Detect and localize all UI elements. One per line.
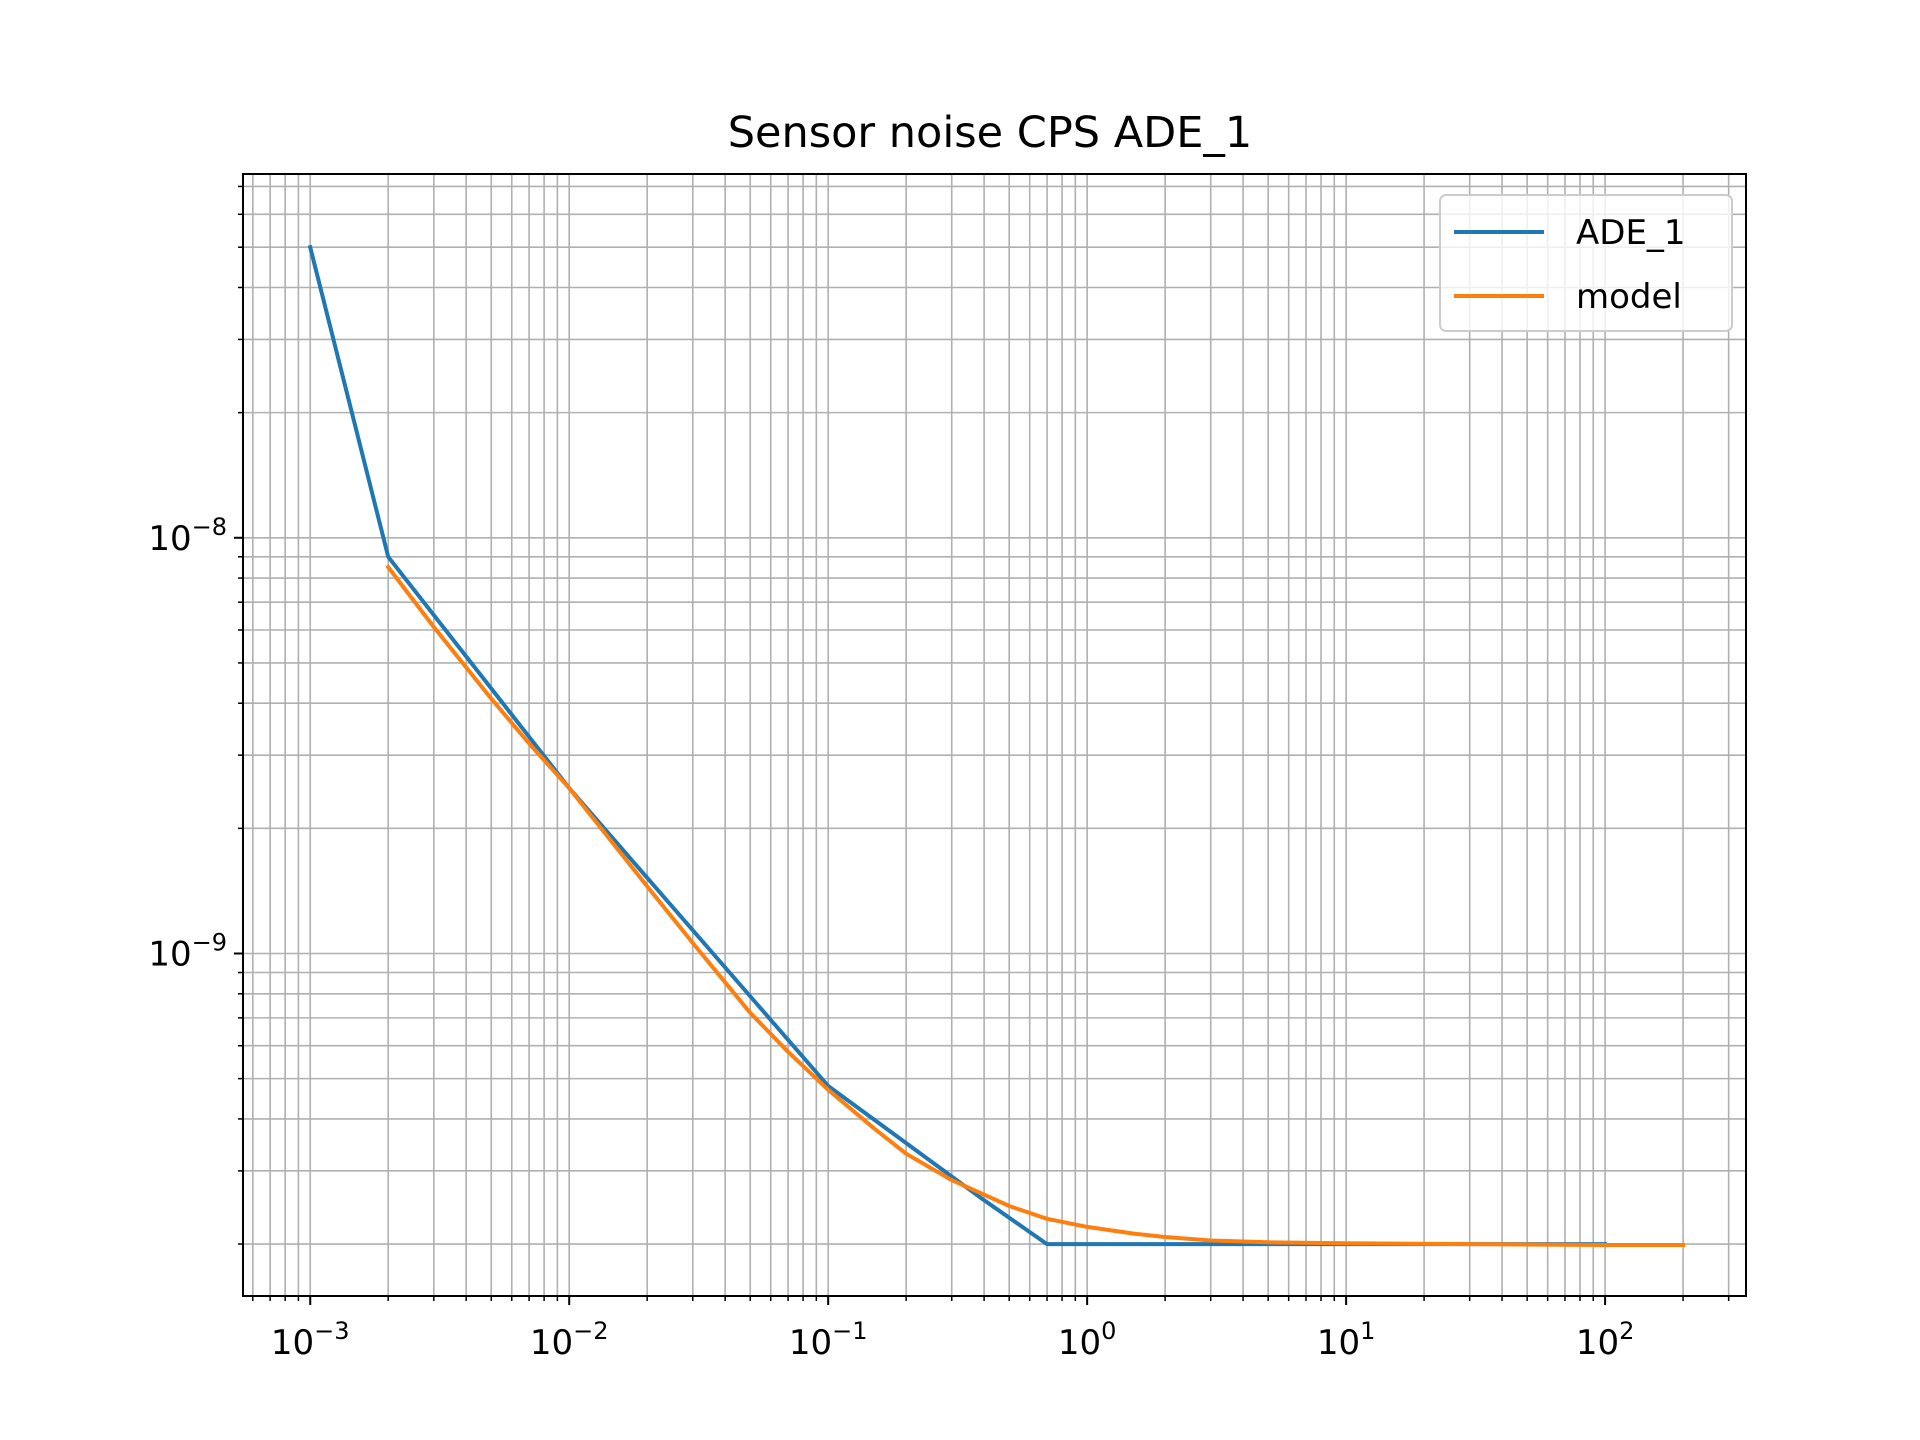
x-tick-label-base: 10	[530, 1323, 573, 1363]
x-tick-label-exponent: −3	[314, 1317, 349, 1345]
legend-label: ADE_1	[1576, 213, 1686, 253]
chart-title: Sensor noise CPS ADE_1	[728, 108, 1253, 158]
y-tick-label-exponent: −9	[192, 928, 227, 956]
x-tick-label-base: 10	[1317, 1323, 1360, 1363]
series-line-model	[385, 564, 1686, 1247]
x-tick-label-exponent: 2	[1619, 1317, 1634, 1345]
x-tick-label: 10−3	[271, 1317, 350, 1363]
x-tick-label-base: 10	[1576, 1323, 1619, 1363]
x-tick-label: 102	[1576, 1317, 1635, 1363]
series-layer	[307, 244, 1686, 1247]
x-tick-label: 101	[1317, 1317, 1376, 1363]
x-tick-label-exponent: −1	[832, 1317, 867, 1345]
y-tick-label: 10−9	[148, 928, 227, 974]
x-tick-label-base: 10	[789, 1323, 832, 1363]
y-tick-label-base: 10	[148, 519, 191, 559]
ticks	[234, 185, 1730, 1305]
y-tick-label-base: 10	[148, 934, 191, 974]
x-tick-label-exponent: 0	[1101, 1317, 1116, 1345]
x-tick-label-base: 10	[1058, 1323, 1101, 1363]
x-tick-label-exponent: −2	[573, 1317, 608, 1345]
y-tick-label: 10−8	[148, 513, 227, 559]
legend-label: model	[1576, 277, 1682, 317]
axes-frame	[242, 173, 1747, 1297]
x-tick-label-base: 10	[271, 1323, 314, 1363]
y-tick-label-exponent: −8	[192, 513, 227, 541]
x-tick-label: 10−2	[530, 1317, 609, 1363]
x-tick-label: 10−1	[789, 1317, 868, 1363]
series-line-ade-1	[307, 244, 1608, 1247]
x-tick-label-exponent: 1	[1360, 1317, 1375, 1345]
grid	[243, 174, 1746, 1296]
x-tick-label: 100	[1058, 1317, 1117, 1363]
